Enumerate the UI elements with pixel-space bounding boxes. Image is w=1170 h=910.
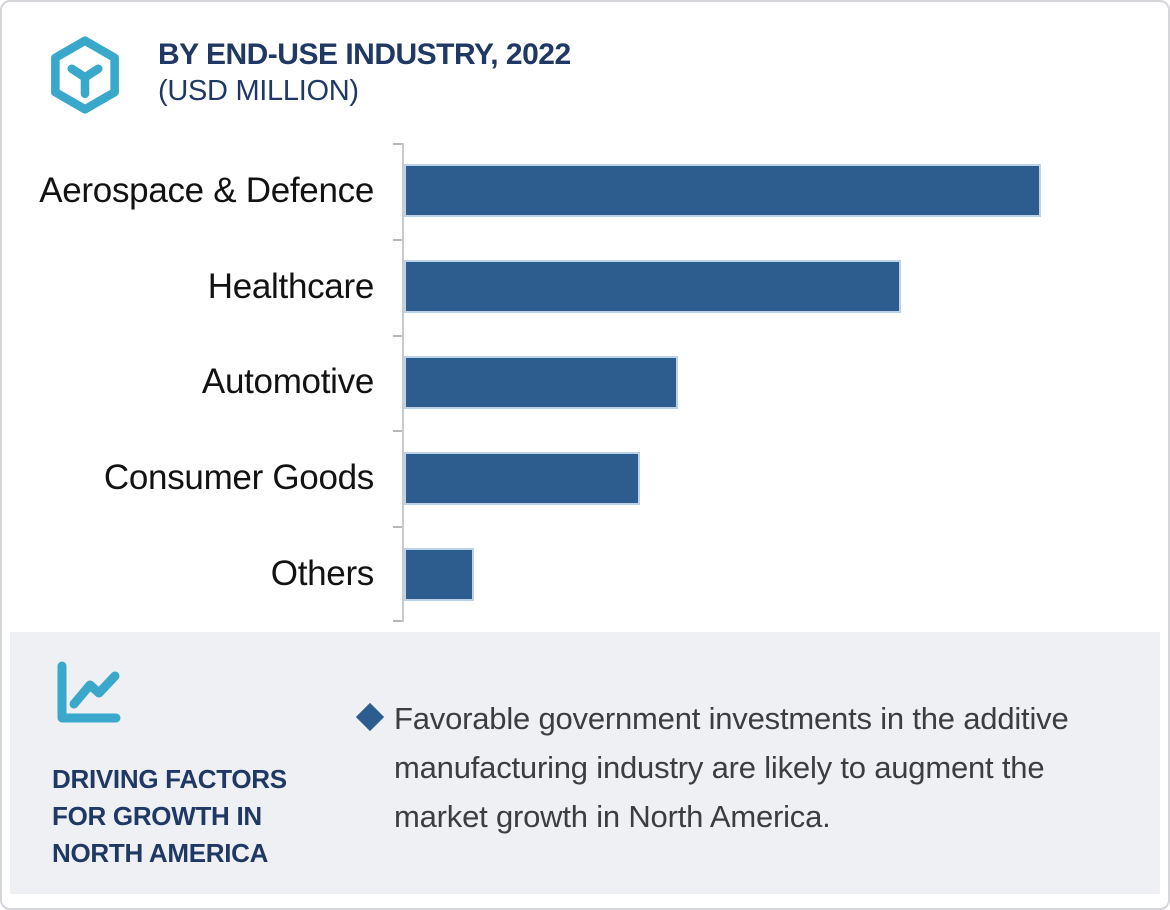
y-axis-line (402, 143, 404, 622)
bar (404, 355, 678, 409)
bar-chart-rows: Aerospace & Defence Healthcare Automotive C… (2, 143, 1168, 622)
axis-tick (393, 143, 402, 145)
chart-row: Others (2, 526, 1168, 622)
bar (404, 547, 474, 601)
bar-track (374, 164, 1168, 218)
bar-chart: Aerospace & Defence Healthcare Automotive C… (2, 143, 1168, 622)
axis-tick (393, 334, 402, 337)
chart-header: BY END-USE INDUSTRY, 2022 (USD MILLION) (2, 2, 1168, 114)
bar (404, 260, 901, 314)
bar-track (374, 547, 1168, 601)
bar-track (374, 451, 1168, 505)
axis-tick (393, 430, 402, 433)
chart-row: Consumer Goods (2, 430, 1168, 526)
panel-heading-line: NORTH AMERICA (52, 838, 269, 868)
category-label: Consumer Goods (103, 458, 374, 498)
diamond-bullet-icon (355, 702, 385, 732)
insight-text: Favorable government investments in the … (394, 701, 1069, 834)
insight-bullet: Favorable government investments in the … (355, 694, 1122, 841)
category-label: Aerospace & Defence (39, 170, 374, 210)
bar-track (374, 355, 1168, 409)
panel-heading-line: FOR GROWTH IN (52, 801, 262, 831)
chart-row: Healthcare (2, 239, 1168, 335)
category-label: Automotive (201, 362, 374, 402)
panel-left: DRIVING FACTORS FOR GROWTH IN NORTH AMERIC… (45, 659, 345, 872)
chart-row: Automotive (2, 335, 1168, 431)
panel-heading: DRIVING FACTORS FOR GROWTH IN NORTH AMERIC… (45, 761, 345, 872)
category-label: Healthcare (207, 266, 375, 306)
driving-factors-panel: DRIVING FACTORS FOR GROWTH IN NORTH AMERIC… (10, 632, 1160, 894)
panel-heading-line: DRIVING FACTORS (52, 764, 287, 794)
hexagon-cube-icon (51, 36, 119, 114)
bar (404, 164, 1041, 218)
axis-tick (393, 620, 402, 622)
chart-titles: BY END-USE INDUSTRY, 2022 (USD MILLION) (158, 36, 571, 108)
axis-tick (393, 238, 402, 241)
chart-subtitle: (USD MILLION) (158, 75, 359, 107)
chart-title: BY END-USE INDUSTRY, 2022 (158, 38, 571, 71)
bar-track (374, 260, 1168, 314)
category-label: Others (270, 554, 375, 594)
chart-row: Aerospace & Defence (2, 143, 1168, 239)
axis-tick (393, 526, 402, 529)
bar (404, 451, 640, 505)
line-chart-icon (57, 661, 121, 723)
chart-section: BY END-USE INDUSTRY, 2022 (USD MILLION) … (2, 2, 1168, 622)
